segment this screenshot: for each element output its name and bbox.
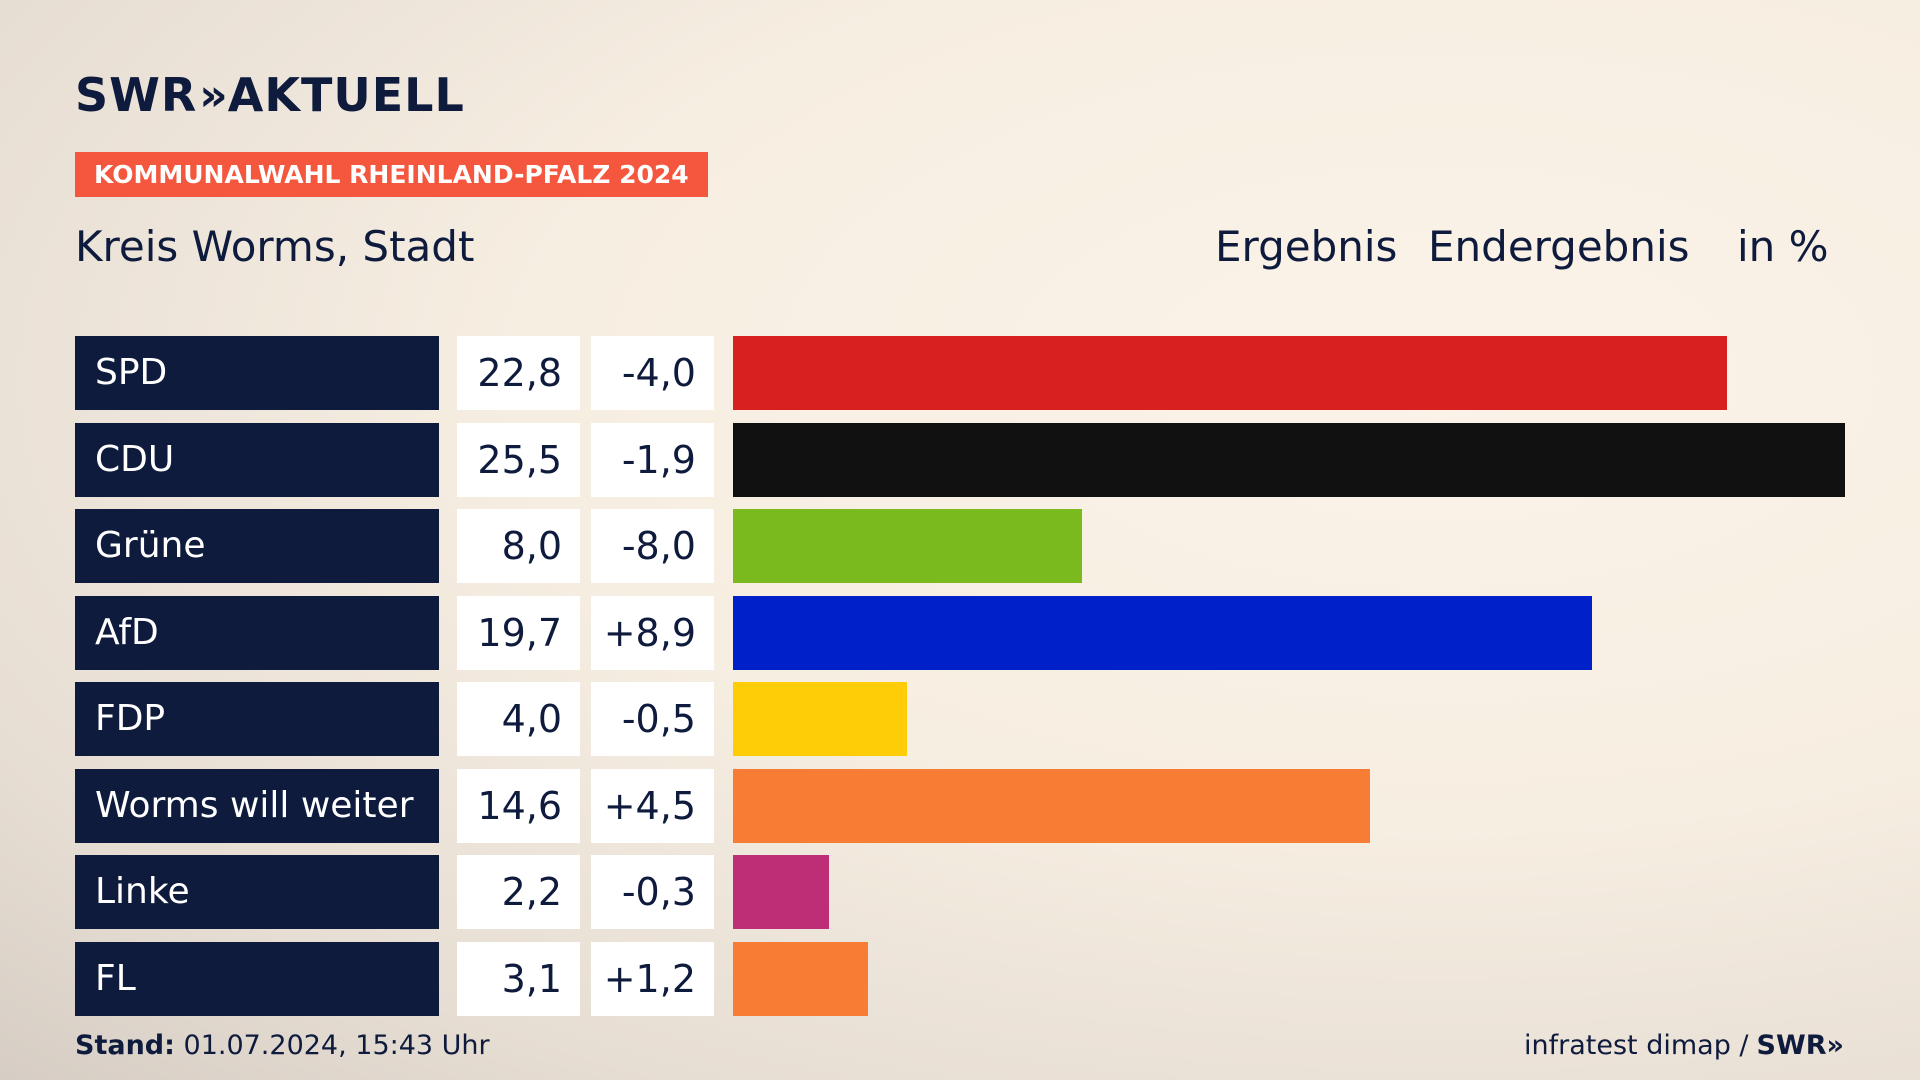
result-row: AfD 19,7 +8,9 [75, 596, 1845, 670]
vote-share-label: 2,2 [457, 855, 580, 929]
result-bar [733, 769, 1370, 843]
stand-value: 01.07.2024, 15:43 Uhr [183, 1030, 490, 1061]
result-row: CDU 25,5 -1,9 [75, 423, 1845, 497]
change-label: +1,2 [591, 942, 714, 1016]
change-label: +4,5 [591, 769, 714, 843]
change-label: +8,9 [591, 596, 714, 670]
chevrons-icon: » [199, 69, 228, 121]
change-label: -4,0 [591, 336, 714, 410]
logo-aktuell-text: AKTUELL [227, 68, 465, 122]
result-row: Linke 2,2 -0,3 [75, 855, 1845, 929]
header-result: Ergebnis [1215, 222, 1398, 271]
result-bar [733, 336, 1727, 410]
swr-aktuell-logo: SWR » AKTUELL [75, 68, 465, 122]
result-bar [733, 855, 829, 929]
source-text: infratest dimap / [1524, 1030, 1749, 1061]
vote-share-label: 19,7 [457, 596, 580, 670]
change-label: -8,0 [591, 509, 714, 583]
result-row: Grüne 8,0 -8,0 [75, 509, 1845, 583]
vote-share-label: 8,0 [457, 509, 580, 583]
result-row: FDP 4,0 -0,5 [75, 682, 1845, 756]
vote-share-label: 22,8 [457, 336, 580, 410]
party-label: AfD [75, 596, 439, 670]
change-label: -1,9 [591, 423, 714, 497]
party-label: CDU [75, 423, 439, 497]
result-bar [733, 682, 907, 756]
party-label: Worms will weiter [75, 769, 439, 843]
vote-share-label: 25,5 [457, 423, 580, 497]
region-title: Kreis Worms, Stadt [75, 222, 475, 271]
party-label: SPD [75, 336, 439, 410]
change-label: -0,5 [591, 682, 714, 756]
party-label: FL [75, 942, 439, 1016]
change-label: -0,3 [591, 855, 714, 929]
result-row: FL 3,1 +1,2 [75, 942, 1845, 1016]
party-label: Grüne [75, 509, 439, 583]
vote-share-label: 4,0 [457, 682, 580, 756]
party-label: Linke [75, 855, 439, 929]
result-bar [733, 423, 1845, 497]
vote-share-label: 14,6 [457, 769, 580, 843]
result-bar [733, 509, 1082, 583]
result-bar [733, 596, 1592, 670]
result-bar [733, 942, 868, 1016]
timestamp: Stand: 01.07.2024, 15:43 Uhr [75, 1030, 490, 1061]
result-row: Worms will weiter 14,6 +4,5 [75, 769, 1845, 843]
logo-swr-text: SWR [75, 68, 198, 122]
header-unit: in % [1737, 222, 1829, 271]
stand-label: Stand: [75, 1030, 175, 1061]
source-credit: infratest dimap / SWR» [1524, 1030, 1844, 1061]
election-tag: KOMMUNALWAHL RHEINLAND-PFALZ 2024 [75, 152, 708, 197]
party-label: FDP [75, 682, 439, 756]
vote-share-label: 3,1 [457, 942, 580, 1016]
result-row: SPD 22,8 -4,0 [75, 336, 1845, 410]
swr-small-logo: SWR» [1756, 1030, 1844, 1061]
header-status: Endergebnis [1428, 222, 1690, 271]
